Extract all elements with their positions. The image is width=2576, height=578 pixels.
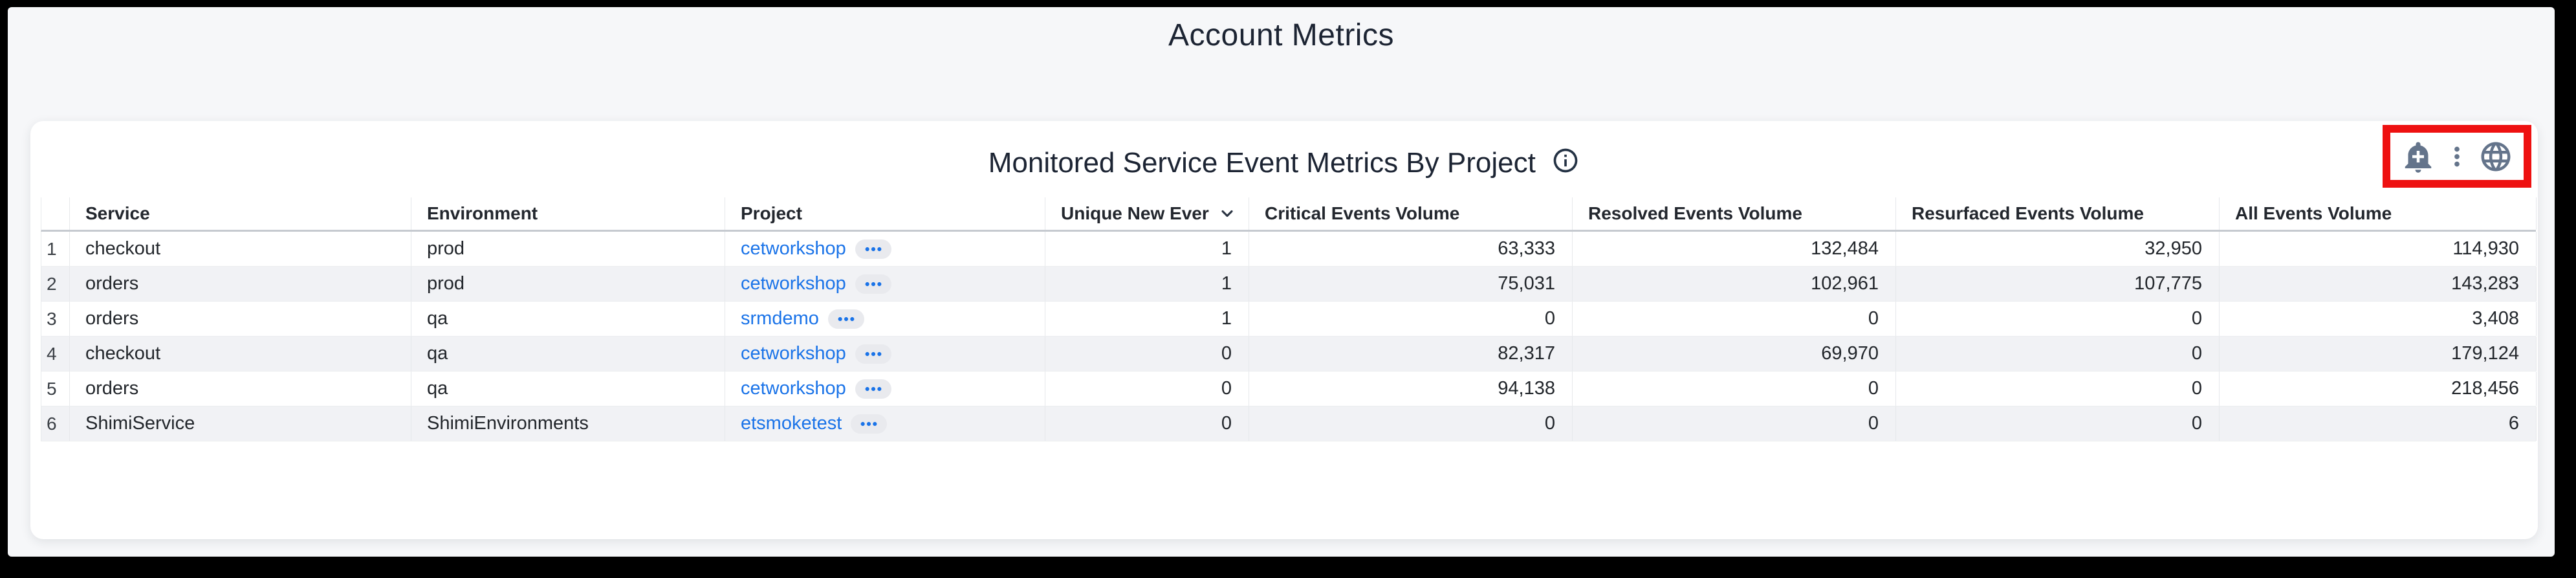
cell-project: cetworkshop	[725, 267, 1045, 301]
header-all-events[interactable]: All Events Volume	[2220, 197, 2537, 230]
row-number: 2	[41, 267, 70, 301]
cell-all-events: 114,930	[2220, 232, 2537, 266]
project-link[interactable]: cetworkshop	[741, 378, 846, 399]
row-number: 6	[41, 406, 70, 441]
kebab-menu-icon[interactable]	[2442, 142, 2472, 172]
page-title: Account Metrics	[1168, 18, 1394, 52]
cell-resolved: 102,961	[1573, 267, 1896, 301]
cell-project: cetworkshop	[725, 337, 1045, 371]
cell-unique-new-events: 0	[1045, 372, 1249, 406]
cell-resolved: 0	[1573, 372, 1896, 406]
panel-title: Monitored Service Event Metrics By Proje…	[988, 147, 1536, 179]
metrics-panel: Monitored Service Event Metrics By Proje…	[30, 121, 2538, 539]
cell-resurfaced: 0	[1896, 406, 2220, 441]
cell-environment: prod	[411, 232, 725, 266]
cell-unique-new-events: 1	[1045, 267, 1249, 301]
cell-unique-new-events: 1	[1045, 232, 1249, 266]
cell-project: srmdemo	[725, 302, 1045, 336]
cell-resurfaced: 0	[1896, 337, 2220, 371]
cell-critical: 94,138	[1249, 372, 1573, 406]
dashboard-screen: Account Metrics Monitored Service Event …	[8, 7, 2555, 557]
cell-resurfaced: 32,950	[1896, 232, 2220, 266]
panel-header: Monitored Service Event Metrics By Proje…	[30, 147, 2538, 179]
project-link[interactable]: cetworkshop	[741, 238, 846, 259]
header-service[interactable]: Service	[70, 197, 411, 230]
header-critical-events[interactable]: Critical Events Volume	[1249, 197, 1573, 230]
cell-project: etsmoketest	[725, 406, 1045, 441]
cell-project: cetworkshop	[725, 232, 1045, 266]
metrics-table: Service Environment Project Unique New E…	[41, 197, 2537, 441]
cell-unique-new-events: 0	[1045, 406, 1249, 441]
table-row: 5 orders qa cetworkshop 0 94,138 0 0 218…	[41, 372, 2537, 406]
cell-critical: 75,031	[1249, 267, 1573, 301]
cell-resurfaced: 107,775	[1896, 267, 2220, 301]
cell-resolved: 132,484	[1573, 232, 1896, 266]
cell-critical: 0	[1249, 406, 1573, 441]
table-row: 6 ShimiService ShimiEnvironments etsmoke…	[41, 406, 2537, 441]
cell-unique-new-events: 0	[1045, 337, 1249, 371]
ellipsis-icon[interactable]	[855, 379, 891, 399]
cell-service: checkout	[70, 337, 411, 371]
ellipsis-icon[interactable]	[827, 309, 864, 329]
cell-environment: qa	[411, 302, 725, 336]
cell-project: cetworkshop	[725, 372, 1045, 406]
cell-service: orders	[70, 372, 411, 406]
table-row: 2 orders prod cetworkshop 1 75,031 102,9…	[41, 267, 2537, 302]
cell-resolved: 0	[1573, 406, 1896, 441]
project-link[interactable]: cetworkshop	[741, 273, 846, 294]
info-icon[interactable]	[1551, 146, 1580, 178]
cell-all-events: 218,456	[2220, 372, 2537, 406]
ellipsis-icon[interactable]	[855, 239, 891, 259]
project-link[interactable]: srmdemo	[741, 308, 819, 329]
cell-critical: 0	[1249, 302, 1573, 336]
cell-critical: 82,317	[1249, 337, 1573, 371]
add-alert-icon[interactable]	[2401, 139, 2436, 174]
ellipsis-icon[interactable]	[851, 414, 888, 434]
cell-all-events: 3,408	[2220, 302, 2537, 336]
cell-environment: qa	[411, 372, 725, 406]
cell-all-events: 6	[2220, 406, 2537, 441]
ellipsis-icon[interactable]	[855, 344, 891, 364]
cell-all-events: 143,283	[2220, 267, 2537, 301]
cell-resolved: 69,970	[1573, 337, 1896, 371]
cell-service: checkout	[70, 232, 411, 266]
table-row: 3 orders qa srmdemo 1 0 0 0 3,408	[41, 302, 2537, 337]
header-environment[interactable]: Environment	[411, 197, 725, 230]
cell-service: orders	[70, 302, 411, 336]
header-unique-new-events[interactable]: Unique New Ever	[1045, 197, 1249, 230]
cell-unique-new-events: 1	[1045, 302, 1249, 336]
cell-resurfaced: 0	[1896, 302, 2220, 336]
cell-all-events: 179,124	[2220, 337, 2537, 371]
cell-critical: 63,333	[1249, 232, 1573, 266]
cell-service: ShimiService	[70, 406, 411, 441]
row-number: 3	[41, 302, 70, 336]
row-number: 1	[41, 232, 70, 266]
red-highlight-annotation	[2383, 125, 2531, 188]
globe-icon[interactable]	[2478, 139, 2513, 174]
table-row: 4 checkout qa cetworkshop 0 82,317 69,97…	[41, 337, 2537, 372]
header-row-number	[41, 197, 70, 230]
cell-environment: prod	[411, 267, 725, 301]
cell-environment: ShimiEnvironments	[411, 406, 725, 441]
table-header-row: Service Environment Project Unique New E…	[41, 197, 2537, 232]
cell-environment: qa	[411, 337, 725, 371]
ellipsis-icon[interactable]	[855, 274, 891, 294]
project-link[interactable]: etsmoketest	[741, 413, 842, 434]
header-project[interactable]: Project	[725, 197, 1045, 230]
chevron-down-icon[interactable]	[1218, 205, 1236, 223]
cell-service: orders	[70, 267, 411, 301]
row-number: 4	[41, 337, 70, 371]
header-resolved-events[interactable]: Resolved Events Volume	[1573, 197, 1896, 230]
table-row: 1 checkout prod cetworkshop 1 63,333 132…	[41, 232, 2537, 267]
cell-resolved: 0	[1573, 302, 1896, 336]
project-link[interactable]: cetworkshop	[741, 343, 846, 364]
cell-resurfaced: 0	[1896, 372, 2220, 406]
header-resurfaced-events[interactable]: Resurfaced Events Volume	[1896, 197, 2220, 230]
row-number: 5	[41, 372, 70, 406]
